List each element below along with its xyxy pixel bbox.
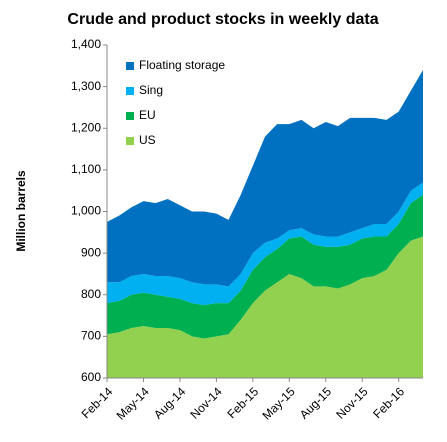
- x-tick-label: Nov-14: [187, 384, 224, 421]
- y-tick-label: 1,000: [71, 204, 101, 218]
- y-tick-label: 1,400: [71, 37, 101, 51]
- y-tick-label: 900: [81, 245, 101, 259]
- area: [107, 236, 423, 378]
- x-tick-label: Feb-15: [224, 384, 261, 421]
- x-tick-label: Feb-16: [370, 384, 407, 421]
- legend-label: US: [139, 133, 156, 147]
- area: [107, 194, 423, 339]
- legend-label: Floating storage: [139, 58, 225, 72]
- legend-swatch: [126, 137, 134, 145]
- y-tick-label: 600: [81, 370, 101, 384]
- y-tick-label: 1,200: [71, 120, 101, 134]
- area: [107, 69, 423, 287]
- legend-label: EU: [139, 108, 156, 122]
- y-tick-label: 1,300: [71, 79, 101, 93]
- legend-label: Sing: [139, 83, 163, 97]
- area: [107, 182, 423, 306]
- legend-swatch: [126, 87, 134, 95]
- y-axis-title: Million barrels: [14, 170, 28, 252]
- legend-swatch: [126, 62, 134, 70]
- x-tick-label: Nov-15: [333, 384, 370, 421]
- y-tick-label: 700: [81, 329, 101, 343]
- x-tick-label: May-14: [114, 384, 152, 422]
- x-tick-label: May-15: [259, 384, 297, 422]
- y-tick-label: 800: [81, 287, 101, 301]
- x-tick-label: Aug-14: [151, 384, 188, 421]
- chart-title: Crude and product stocks in weekly data: [67, 11, 378, 28]
- legend-swatch: [126, 112, 134, 120]
- x-tick-label: Aug-15: [297, 384, 334, 421]
- x-tick-label: Feb-14: [79, 384, 116, 421]
- y-tick-label: 1,100: [71, 162, 101, 176]
